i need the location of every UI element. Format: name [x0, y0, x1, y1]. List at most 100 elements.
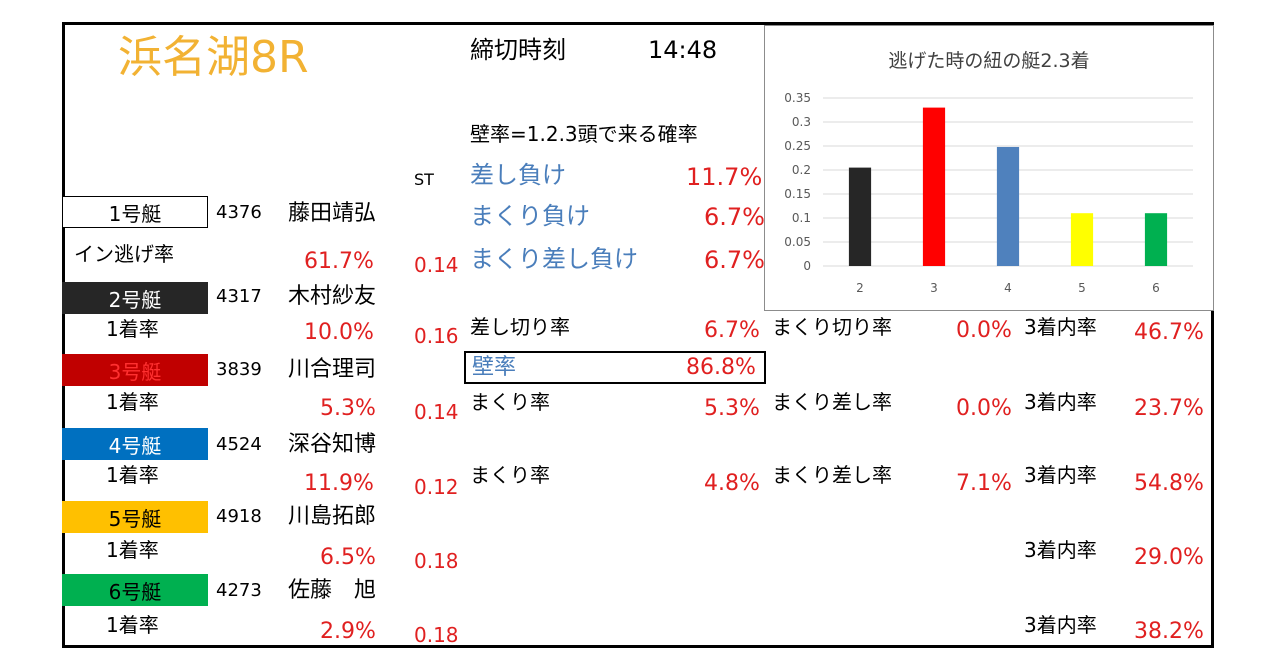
st-header: ST — [414, 170, 434, 189]
boat3-makurisashi-label: まくり差し率 — [772, 390, 892, 414]
wall-rate-label: 壁率 — [472, 355, 517, 380]
boat-1-label: 1号艇 — [108, 201, 162, 226]
boat-5-rate: 6.5% — [320, 545, 376, 570]
boat-6-rate: 2.9% — [320, 619, 376, 644]
bar-boat-5 — [1070, 213, 1094, 266]
top3-value-boat4: 54.8% — [1134, 471, 1204, 496]
boat-1-st: 0.14 — [414, 253, 459, 277]
boat-5-rate-label: 1着率 — [106, 538, 159, 562]
bar-boat-4 — [996, 146, 1020, 266]
boat4-makurisashi-label: まくり差し率 — [772, 463, 892, 487]
boat-5-reg: 4918 — [216, 506, 262, 527]
boat-4-rate: 11.9% — [304, 471, 374, 496]
top3-label-boat2: 3着内率 — [1024, 315, 1097, 339]
boat3-makuri-value: 5.3% — [704, 396, 760, 421]
wall-rate-value: 86.8% — [686, 355, 756, 380]
boat-3-rate: 5.3% — [320, 396, 376, 421]
makuri-make-label: まくり負け — [470, 202, 590, 230]
boat-2-rate-label: 1着率 — [106, 317, 159, 341]
top3-value-boat2: 46.7% — [1134, 320, 1204, 345]
boat-6-badge: 6号艇 — [62, 574, 208, 606]
bar-boat-2 — [848, 167, 872, 266]
top3-label-boat3: 3着内率 — [1024, 390, 1097, 414]
makuri-make-value: 6.7% — [704, 203, 765, 231]
x-tick-label: 2 — [856, 281, 864, 295]
bar-boat-6 — [1144, 213, 1168, 266]
venue-title: 浜名湖8R — [118, 32, 309, 83]
boat-4-st: 0.12 — [414, 475, 459, 499]
top3-label-boat5: 3着内率 — [1024, 538, 1097, 562]
wall-description: 壁率=1.2.3頭で来る確率 — [470, 122, 698, 146]
bar-boat-3 — [922, 107, 946, 266]
boat-2-label: 2号艇 — [108, 287, 162, 312]
top3-value-boat5: 29.0% — [1134, 545, 1204, 570]
boat-3-reg: 3839 — [216, 359, 262, 380]
makurikiri-label: まくり切り率 — [772, 315, 892, 339]
x-tick-label: 4 — [1004, 281, 1012, 295]
boat-2-badge: 2号艇 — [62, 282, 208, 314]
boat-1-rate: 61.7% — [304, 249, 374, 274]
y-tick-label: 0.3 — [792, 115, 811, 129]
sashikiri-value: 6.7% — [704, 318, 760, 343]
boat-4-name: 深谷知博 — [288, 432, 377, 457]
boat-5-name: 川島拓郎 — [288, 504, 377, 529]
sashi-make-label: 差し負け — [470, 161, 566, 189]
wall-rate-box — [464, 351, 766, 384]
bar-chart: 0 0.05 0.1 0.15 0.2 0.25 0.3 0.35 2 3 4 5 6 — [784, 91, 1193, 295]
boat-2-rate: 10.0% — [304, 320, 374, 345]
boat-6-st: 0.18 — [414, 623, 459, 647]
boat-4-rate-label: 1着率 — [106, 463, 159, 487]
y-tick-label: 0 — [803, 259, 811, 273]
chart-title: 逃げた時の紐の艇2.3着 — [888, 50, 1090, 72]
makuri-sashi-make-label: まくり差し負け — [470, 247, 638, 271]
chart-panel: 逃げた時の紐の艇2.3着 0 0.05 0.1 0.15 0.2 0.25 0.3 0.35 2… — [764, 25, 1214, 311]
boat-3-rate-label: 1着率 — [106, 390, 159, 414]
panel-frame — [62, 22, 1214, 648]
boat4-makuri-value: 4.8% — [704, 471, 760, 496]
top3-label-boat4: 3着内率 — [1024, 463, 1097, 487]
boat-2-reg: 4317 — [216, 286, 262, 307]
boat-5-st: 0.18 — [414, 549, 459, 573]
y-tick-label: 0.05 — [784, 235, 811, 249]
top3-value-boat3: 23.7% — [1134, 396, 1204, 421]
boat-2-name: 木村紗友 — [288, 284, 377, 309]
top3-label-boat6: 3着内率 — [1024, 613, 1097, 637]
boat-6-label: 6号艇 — [108, 579, 162, 604]
boat-1-rate-label: イン逃げ率 — [74, 242, 174, 266]
boat4-makurisashi-value: 7.1% — [956, 471, 1012, 496]
boat-3-label: 3号艇 — [108, 359, 162, 384]
boat4-makuri-label: まくり率 — [470, 463, 550, 487]
sashi-make-value: 11.7% — [686, 163, 763, 191]
y-tick-label: 0.1 — [792, 211, 811, 225]
x-tick-label: 6 — [1152, 281, 1160, 295]
sashikiri-label: 差し切り率 — [470, 315, 570, 339]
boat-3-name: 川合理司 — [288, 357, 377, 382]
boat-6-rate-label: 1着率 — [106, 613, 159, 637]
boat-6-reg: 4273 — [216, 580, 262, 601]
makurikiri-value: 0.0% — [956, 318, 1012, 343]
y-tick-label: 0.15 — [784, 187, 811, 201]
boat-5-label: 5号艇 — [108, 506, 162, 531]
boat-4-label: 4号艇 — [108, 433, 162, 458]
boat-1-name: 藤田靖弘 — [288, 201, 377, 226]
boat-1-reg: 4376 — [216, 202, 262, 223]
y-tick-label: 0.25 — [784, 139, 811, 153]
boat3-makuri-label: まくり率 — [470, 390, 550, 414]
x-tick-label: 5 — [1078, 281, 1086, 295]
top3-value-boat6: 38.2% — [1134, 619, 1204, 644]
y-tick-label: 0.2 — [792, 163, 811, 177]
boat-4-badge: 4号艇 — [62, 428, 208, 460]
boat-3-st: 0.14 — [414, 400, 459, 424]
boat3-makurisashi-value: 0.0% — [956, 396, 1012, 421]
deadline-label: 締切時刻 — [470, 36, 566, 64]
boat-1-badge: 1号艇 — [62, 196, 208, 228]
boat-3-badge: 3号艇 — [62, 354, 208, 386]
makuri-sashi-make-value: 6.7% — [704, 246, 765, 274]
y-tick-label: 0.35 — [784, 91, 811, 105]
boat-6-name: 佐藤 旭 — [288, 578, 377, 603]
boat-2-st: 0.16 — [414, 324, 459, 348]
boat-5-badge: 5号艇 — [62, 501, 208, 533]
boat-4-reg: 4524 — [216, 434, 262, 455]
deadline-time: 14:48 — [648, 36, 718, 64]
x-tick-label: 3 — [930, 281, 938, 295]
